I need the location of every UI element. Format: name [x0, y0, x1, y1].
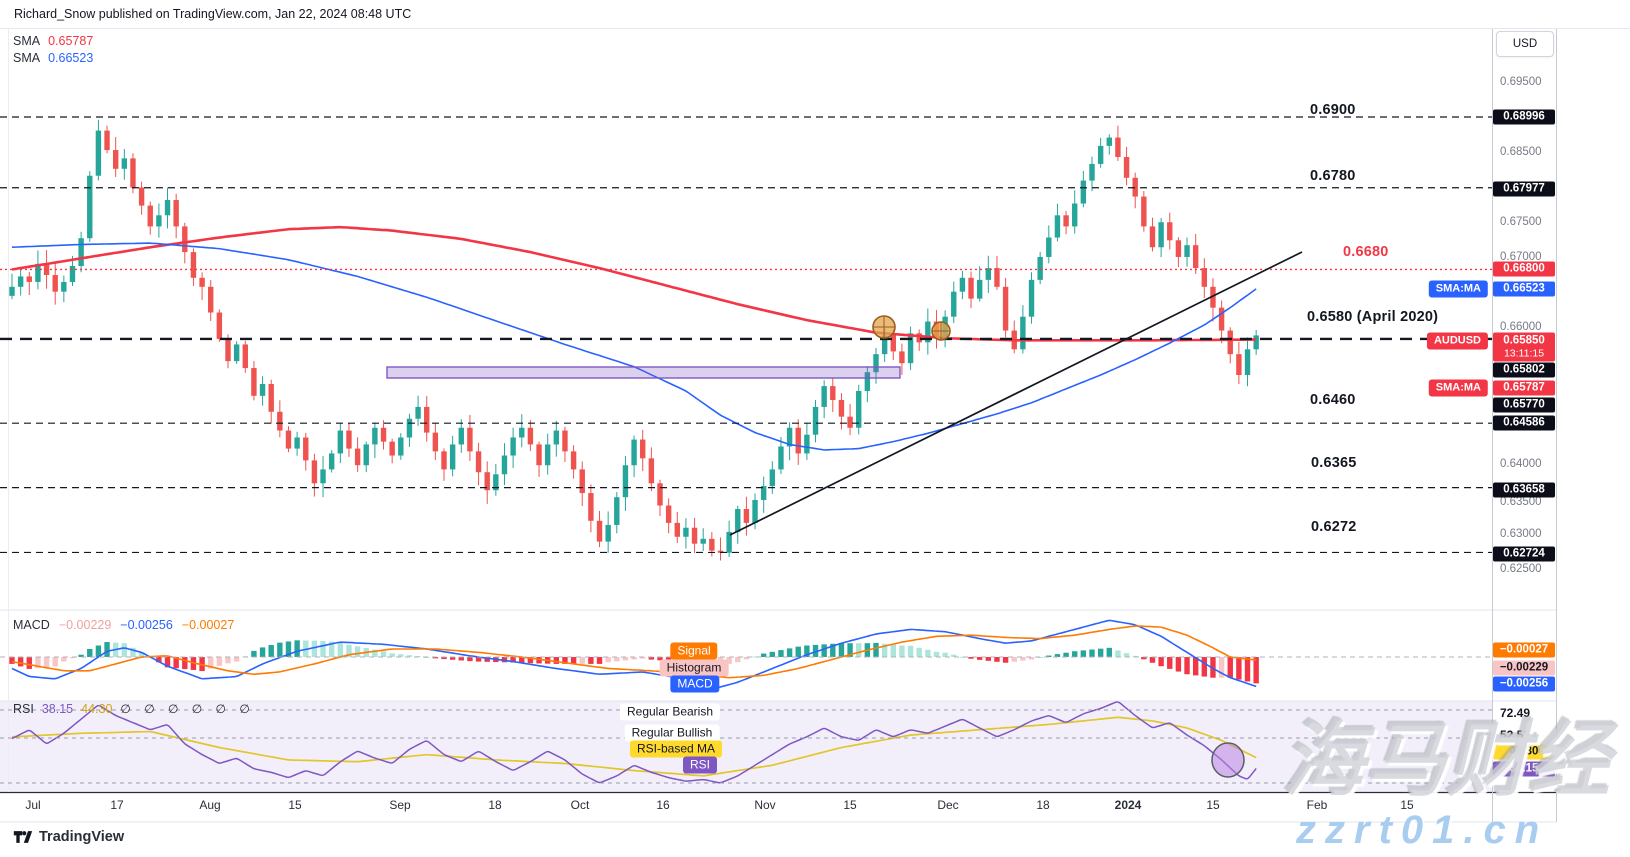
signal-line-tag: Signal [670, 642, 718, 660]
price-axis-tick: 0.62500 [1500, 563, 1542, 575]
time-axis-label: 17 [110, 798, 124, 812]
price-axis-tick: 0.67500 [1500, 216, 1542, 228]
chart-level-label: 0.6272 [1311, 519, 1357, 535]
chart-level-label: 0.6780 [1310, 168, 1356, 184]
time-axis-label: Jul [25, 798, 41, 812]
price-level-axis-label: 0.67977 [1493, 181, 1555, 197]
tradingview-brand-link[interactable]: TradingView [13, 828, 124, 846]
chart-level-label: 0.6365 [1311, 455, 1357, 471]
time-axis-label: 15 [843, 798, 857, 812]
time-axis-label: 15 [1400, 798, 1414, 812]
macd-axis-value: −0.00256 [1493, 676, 1555, 692]
header-bar: Richard_Snow published on TradingView.co… [0, 0, 1630, 29]
sma-axis-tag: SMA:MA [1428, 379, 1488, 397]
rsi-based-ma-tag: RSI-based MA [629, 740, 723, 758]
sma-label: SMA [13, 51, 41, 65]
price-level-axis-label: 0.64586 [1493, 415, 1555, 431]
macd-label: MACD [13, 618, 50, 632]
rsi-tag: RSI [682, 756, 718, 774]
price-level-axis-label: 0.62724 [1493, 546, 1555, 562]
price-axis-tick: 0.66000 [1500, 321, 1542, 333]
price-level-axis-label: 0.63658 [1493, 482, 1555, 498]
price-axis-tick: 0.69500 [1500, 76, 1542, 88]
currency-toggle-button[interactable]: USD [1496, 31, 1554, 57]
macd-signal-value: −0.00027 [181, 618, 235, 632]
chart-level-label: 0.6680 [1343, 244, 1389, 260]
macd-legend[interactable]: MACD −0.00229 −0.00256 −0.00027 [13, 618, 243, 632]
rsi-axis-value: 72.49 [1500, 706, 1531, 720]
price-axis-tick: 0.68500 [1500, 146, 1542, 158]
price-pane-legend[interactable]: SMA 0.65787 SMA 0.66523 [13, 33, 93, 67]
sma-legend-row[interactable]: SMA 0.66523 [13, 50, 93, 67]
current-price-label: 0.65850 13:11:15 [1493, 332, 1555, 362]
time-axis-label: 18 [488, 798, 502, 812]
time-axis-label: 15 [1206, 798, 1220, 812]
chart-level-label: 0.6460 [1310, 392, 1356, 408]
time-axis-label: Sep [389, 798, 411, 812]
macd-line-value: −0.00256 [120, 618, 173, 632]
rsi-axis-value: 44.30 [1493, 744, 1555, 760]
price-axis-tick: 0.63000 [1500, 528, 1542, 540]
sma-legend-row[interactable]: SMA 0.65787 [13, 33, 93, 50]
rsi-axis-value: 38.15 [1493, 761, 1555, 777]
price-level-axis-label: 0.66800 [1493, 261, 1555, 277]
price-level-axis-label: 0.68996 [1493, 109, 1555, 125]
tradingview-logo-icon [13, 831, 33, 843]
rsi-label: RSI [13, 702, 34, 716]
macd-axis-value: −0.00027 [1493, 642, 1555, 658]
price-level-axis-label: 0.66523 [1493, 281, 1555, 297]
symbol-tag: AUDUSD [1426, 332, 1488, 350]
time-axis-label: 16 [656, 798, 670, 812]
time-axis-label: 15 [288, 798, 302, 812]
rsi-axis-value: 52.52 [1500, 728, 1531, 742]
rsi-legend[interactable]: RSI 38.15 44.30 ∅ ∅ ∅ ∅ ∅ ∅ [13, 702, 263, 716]
price-level-axis-label: 0.65802 [1493, 362, 1555, 378]
publish-attribution: Richard_Snow published on TradingView.co… [14, 7, 412, 21]
time-axis-label: Aug [199, 798, 221, 812]
sma-axis-tag: SMA:MA [1428, 280, 1488, 298]
current-price-value: 0.65850 [1503, 334, 1545, 347]
rsi-ma-value: 44.30 [81, 702, 113, 716]
divergence-empty-flags: ∅ ∅ ∅ ∅ ∅ ∅ [120, 702, 255, 716]
sma-label: SMA [13, 34, 41, 48]
time-axis-label: 2024 [1114, 798, 1142, 812]
time-axis-label: Dec [937, 798, 959, 812]
price-axis-tick: 0.63500 [1500, 496, 1542, 508]
tradingview-brand-text: TradingView [39, 829, 125, 845]
histogram-tag: Histogram [659, 659, 729, 677]
time-axis-label: Nov [754, 798, 776, 812]
macd-axis-value: −0.00229 [1493, 660, 1555, 676]
regular-bullish-label: Regular Bullish [624, 724, 720, 742]
price-level-axis-label: 0.65787 [1493, 380, 1555, 396]
price-axis-tick: 0.64000 [1500, 458, 1542, 470]
current-price-time: 13:11:15 [1503, 347, 1545, 360]
macd-histogram-value: −0.00229 [58, 618, 112, 632]
chart-level-label: 0.6580 (April 2020) [1307, 309, 1439, 325]
sma-value: 0.65787 [48, 34, 94, 48]
chart-level-label: 0.6900 [1310, 102, 1356, 118]
time-axis-label: Feb [1306, 798, 1328, 812]
regular-bearish-label: Regular Bearish [619, 703, 721, 721]
time-axis-label: 18 [1036, 798, 1050, 812]
macd-line-tag: MACD [670, 675, 720, 693]
price-level-axis-label: 0.65770 [1493, 397, 1555, 413]
time-axis-label: Oct [570, 798, 590, 812]
price-axis-tick: 0.67000 [1500, 251, 1542, 263]
sma-value: 0.66523 [48, 51, 94, 65]
rsi-value: 38.15 [41, 702, 74, 716]
